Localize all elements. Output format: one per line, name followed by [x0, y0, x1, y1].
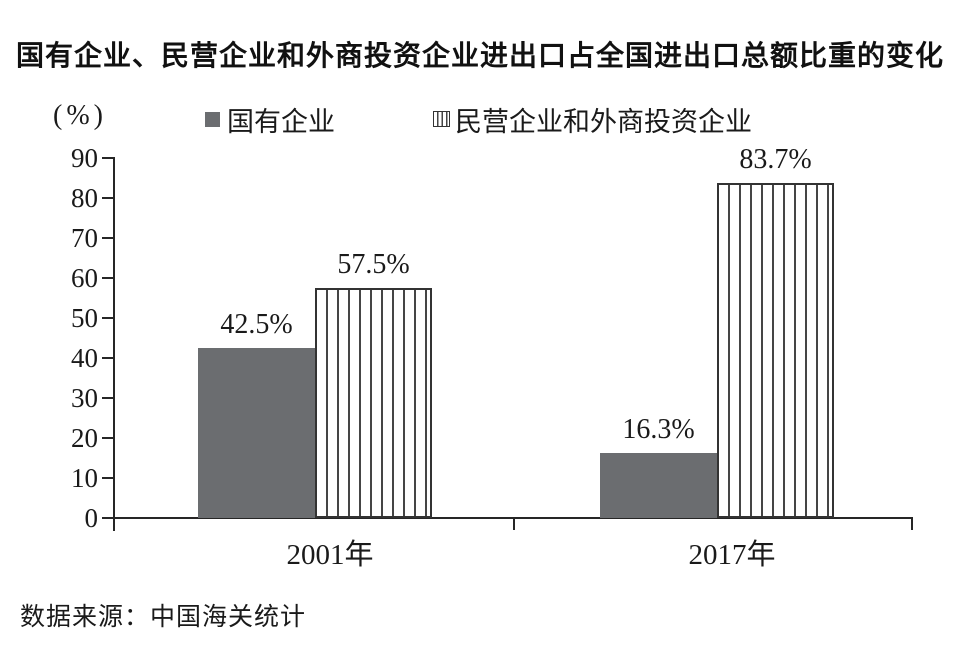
- y-tick-mark: [102, 357, 114, 359]
- y-tick-label: 60: [71, 263, 98, 293]
- bar-value-label: 16.3%: [622, 413, 695, 445]
- legend-label: 民营企业和外商投资企业: [455, 107, 752, 137]
- bar-value-label: 83.7%: [739, 144, 812, 176]
- y-tick-label: 20: [71, 423, 98, 453]
- bar-state-owned: [198, 348, 315, 518]
- y-tick-label: 10: [71, 463, 98, 493]
- y-tick-label: 80: [71, 183, 98, 213]
- y-tick-mark: [102, 157, 114, 159]
- y-tick-label: 90: [71, 143, 98, 173]
- chart-title: 国有企业、民营企业和外商投资企业进出口占全国进出口总额比重的变化: [15, 40, 944, 71]
- striped-swatch-icon: [433, 111, 450, 127]
- y-tick-mark: [102, 397, 114, 399]
- y-axis-line: [113, 157, 115, 531]
- data-source-note: 数据来源：中国海关统计: [20, 604, 307, 631]
- y-tick-label: 50: [71, 303, 98, 333]
- y-tick-label: 0: [84, 503, 99, 533]
- x-axis-end-tick: [911, 518, 913, 530]
- y-tick-label: 30: [71, 383, 98, 413]
- x-axis-mid-tick: [513, 518, 515, 530]
- y-tick-mark: [102, 197, 114, 199]
- bar-value-label: 42.5%: [220, 309, 293, 340]
- bar-value-label: 57.5%: [337, 249, 410, 280]
- x-category-label: 2017年: [688, 539, 776, 571]
- y-tick-label: 70: [71, 223, 98, 253]
- y-tick-label: 40: [71, 343, 98, 373]
- y-tick-mark: [102, 517, 114, 519]
- y-tick-mark: [102, 317, 114, 319]
- y-tick-mark: [102, 437, 114, 439]
- y-tick-mark: [102, 477, 114, 479]
- y-tick-mark: [102, 277, 114, 279]
- legend-label: 国有企业: [227, 107, 335, 137]
- x-category-label: 2001年: [286, 539, 374, 571]
- solid-swatch-icon: [205, 112, 220, 127]
- bar-state-owned: [600, 452, 717, 518]
- bar-private-foreign: [717, 183, 834, 518]
- bar-private-foreign: [315, 288, 432, 518]
- y-axis-unit-label: (%): [53, 100, 107, 131]
- legend: (%) 国有企业 民营企业和外商投资企业: [0, 98, 960, 137]
- y-tick-mark: [102, 237, 114, 239]
